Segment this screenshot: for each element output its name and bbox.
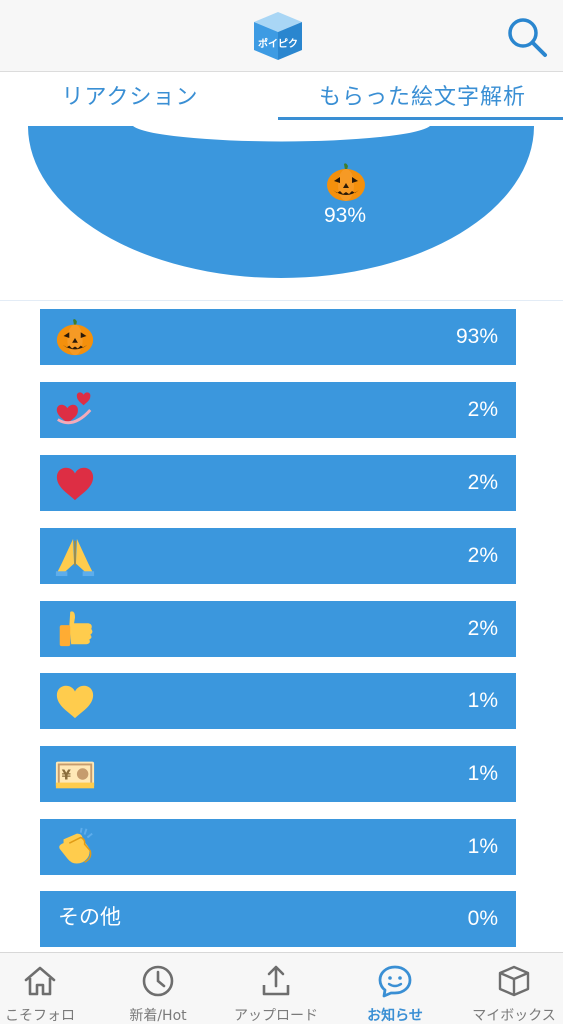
emoji-bar-revolving-hearts[interactable]: 2%	[40, 382, 516, 438]
bar-percentage: 1%	[467, 835, 498, 858]
jack-o-lantern-icon	[56, 319, 94, 356]
bar-percentage: 1%	[467, 762, 498, 785]
emoji-bar-clapping-hands[interactable]: 1%	[40, 819, 516, 875]
nav-mybox[interactable]: マイボックス	[455, 953, 563, 1024]
bar-percentage: 2%	[467, 617, 498, 640]
nav-new-hot[interactable]: 新着/Hot	[99, 953, 217, 1024]
bar-percentage: 2%	[467, 544, 498, 567]
bar-percentage: 93%	[455, 325, 498, 348]
donut-center-label: 93%	[323, 204, 367, 227]
donut-slice-jack-o-lantern	[28, 126, 534, 278]
nav-home[interactable]: こそフォロ	[0, 953, 99, 1024]
thumbs-up-icon	[59, 611, 93, 647]
box-icon	[498, 965, 530, 997]
nav-upload-label: アップロード	[234, 1008, 318, 1024]
emoji-donut-chart	[0, 126, 563, 300]
active-tab-indicator	[278, 117, 563, 120]
speech-bubble-icon	[378, 965, 412, 998]
tab-bar: リアクション もらった絵文字解析	[0, 73, 563, 125]
emoji-bar-yellow-heart[interactable]: 1%	[40, 673, 516, 729]
nav-notifications-label: お知らせ	[367, 1008, 423, 1024]
emoji-bar-red-heart[interactable]: 2%	[40, 455, 516, 511]
emoji-bar-thumbs-up[interactable]: 2%	[40, 601, 516, 657]
nav-mybox-label: マイボックス	[472, 1008, 556, 1024]
nav-new-hot-label: 新着/Hot	[129, 1008, 187, 1024]
emoji-bar-other[interactable]: その他 0%	[40, 891, 516, 947]
nav-notifications[interactable]: お知らせ	[336, 953, 454, 1024]
jack-o-lantern-icon	[327, 163, 365, 201]
yellow-heart-icon	[56, 685, 94, 719]
yen-banknote-icon	[54, 760, 96, 790]
bottom-nav: こそフォロ 新着/Hot アップロード お知らせ マイボックス	[0, 952, 563, 1024]
revolving-hearts-icon	[55, 390, 92, 425]
search-icon[interactable]	[504, 14, 550, 60]
bar-percentage: 0%	[467, 907, 498, 930]
red-heart-icon	[56, 467, 94, 501]
svg-text:ポイピク: ポイピク	[258, 37, 298, 50]
bar-label-other: その他	[58, 905, 121, 929]
nav-upload[interactable]: アップロード	[217, 953, 335, 1024]
emoji-bar-jack-o-lantern[interactable]: 93%	[40, 309, 516, 365]
emoji-bar-folded-hands[interactable]: 2%	[40, 528, 516, 584]
home-icon	[24, 966, 56, 996]
clock-icon	[142, 965, 174, 997]
nav-home-label: こそフォロ	[5, 1008, 75, 1024]
folded-hands-icon	[55, 538, 95, 577]
bar-percentage: 1%	[467, 689, 498, 712]
app-header: ポイピク	[0, 0, 563, 72]
poipiku-logo[interactable]: ポイピク	[250, 10, 306, 62]
clapping-hands-icon	[58, 826, 94, 865]
emoji-bar-yen-banknote[interactable]: 1%	[40, 746, 516, 802]
divider	[0, 300, 563, 301]
bar-percentage: 2%	[467, 471, 498, 494]
tab-emoji-analysis[interactable]: もらった絵文字解析	[318, 85, 526, 110]
tab-reaction[interactable]: リアクション	[61, 85, 199, 110]
upload-icon	[262, 965, 290, 996]
bar-percentage: 2%	[467, 398, 498, 421]
